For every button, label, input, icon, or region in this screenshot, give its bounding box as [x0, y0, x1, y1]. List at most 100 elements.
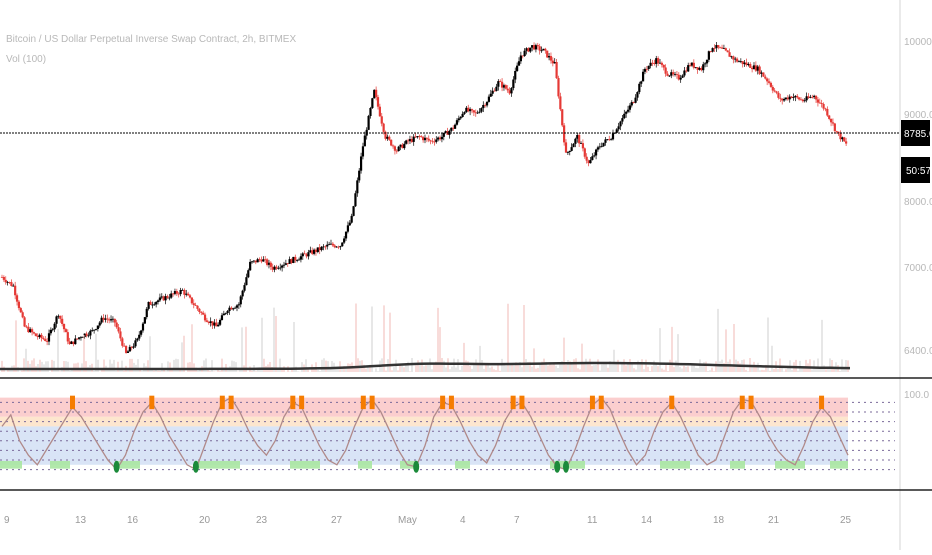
candle-body [96, 325, 99, 330]
candle-body [621, 118, 624, 122]
candle-body [83, 333, 86, 338]
candle-body [585, 156, 588, 161]
candle-body [764, 76, 767, 79]
candle-body [10, 282, 13, 286]
candle-body [675, 74, 679, 75]
candle-body [662, 64, 665, 68]
candle-body [531, 45, 534, 48]
candle-body [564, 142, 568, 153]
sell-signal-marker [440, 395, 446, 410]
candle-body [504, 85, 507, 89]
candle-body [796, 95, 799, 98]
candle-body [423, 137, 427, 141]
candle-body [57, 315, 60, 317]
candle-body [373, 89, 376, 99]
candle-body [527, 48, 530, 52]
current-price-label: 8785.0 [904, 129, 932, 140]
candle-body [594, 149, 598, 156]
candle-body [704, 63, 707, 65]
candle-body [459, 117, 462, 119]
price-tick: 8000.0 [904, 197, 932, 208]
candle-body [356, 180, 359, 194]
candle-body [715, 45, 718, 49]
candle-body [224, 313, 227, 314]
candle-body [581, 143, 585, 149]
candle-body [775, 91, 778, 93]
candle-body [66, 332, 69, 342]
candle-body [822, 103, 825, 109]
candle-body [350, 215, 353, 223]
candle-body [108, 319, 111, 321]
oscillator-tick: 100.0 [904, 390, 929, 401]
candle-body [514, 70, 517, 80]
candle-body [149, 301, 152, 305]
candle-body [534, 45, 538, 50]
candle-body [491, 90, 494, 94]
candle-body [205, 320, 209, 322]
candle-body [508, 90, 511, 94]
candle-body [617, 126, 620, 130]
candle-body [309, 250, 312, 253]
candle-body [681, 75, 684, 78]
candle-body [314, 249, 318, 252]
sell-signal-marker [739, 395, 745, 410]
candle-body [576, 135, 579, 139]
volume-indicator-label[interactable]: Vol (100) [6, 54, 46, 65]
candle-body [241, 290, 244, 297]
candle-body [429, 140, 432, 142]
time-label: 9 [4, 515, 10, 526]
candle-body [626, 109, 630, 112]
candle-body [593, 155, 596, 157]
candle-body [437, 137, 440, 140]
candle-body [777, 92, 780, 98]
candle-body [807, 96, 810, 98]
candle-body [326, 244, 329, 247]
price-tick: 9000.0 [904, 110, 932, 121]
candle-body [709, 51, 712, 52]
candle-body [745, 62, 748, 66]
symbol-title[interactable]: Bitcoin / US Dollar Perpetual Inverse Sw… [6, 34, 296, 45]
candle-body [62, 323, 66, 330]
time-label: 23 [256, 515, 268, 526]
candle-body [480, 108, 483, 112]
candle-body [739, 61, 742, 62]
candle-body [147, 301, 150, 309]
candle-body [440, 136, 444, 140]
candle-body [499, 81, 502, 82]
candle-body [632, 102, 635, 103]
candle-body [517, 61, 521, 66]
candle-body [403, 143, 406, 149]
candle-body [726, 50, 729, 53]
candle-body [657, 58, 660, 64]
candle-body [281, 265, 284, 268]
candle-body [331, 243, 334, 246]
buy-signal-marker [554, 460, 561, 473]
candle-body [168, 297, 171, 299]
candle-body [448, 130, 451, 135]
candle-body [0, 276, 4, 278]
candle-body [47, 333, 51, 342]
buy-band [290, 460, 320, 469]
candle-body [14, 285, 17, 296]
candle-body [794, 95, 797, 98]
candle-body [166, 296, 169, 298]
sell-signal-marker [369, 395, 375, 410]
candle-body [346, 225, 350, 232]
candle-body [203, 314, 207, 321]
sell-signal-marker [448, 395, 454, 410]
candle-body [782, 99, 786, 101]
candle-body [532, 45, 536, 50]
candle-body [658, 62, 662, 64]
candle-body [235, 305, 239, 308]
candle-body [487, 96, 491, 102]
candle-body [506, 88, 509, 91]
candle-body [258, 259, 261, 260]
candle-body [598, 146, 601, 148]
candle-body [269, 262, 272, 267]
candle-body [27, 326, 30, 333]
candle-body [482, 104, 485, 109]
candle-body [183, 289, 186, 295]
candle-body [474, 112, 477, 114]
